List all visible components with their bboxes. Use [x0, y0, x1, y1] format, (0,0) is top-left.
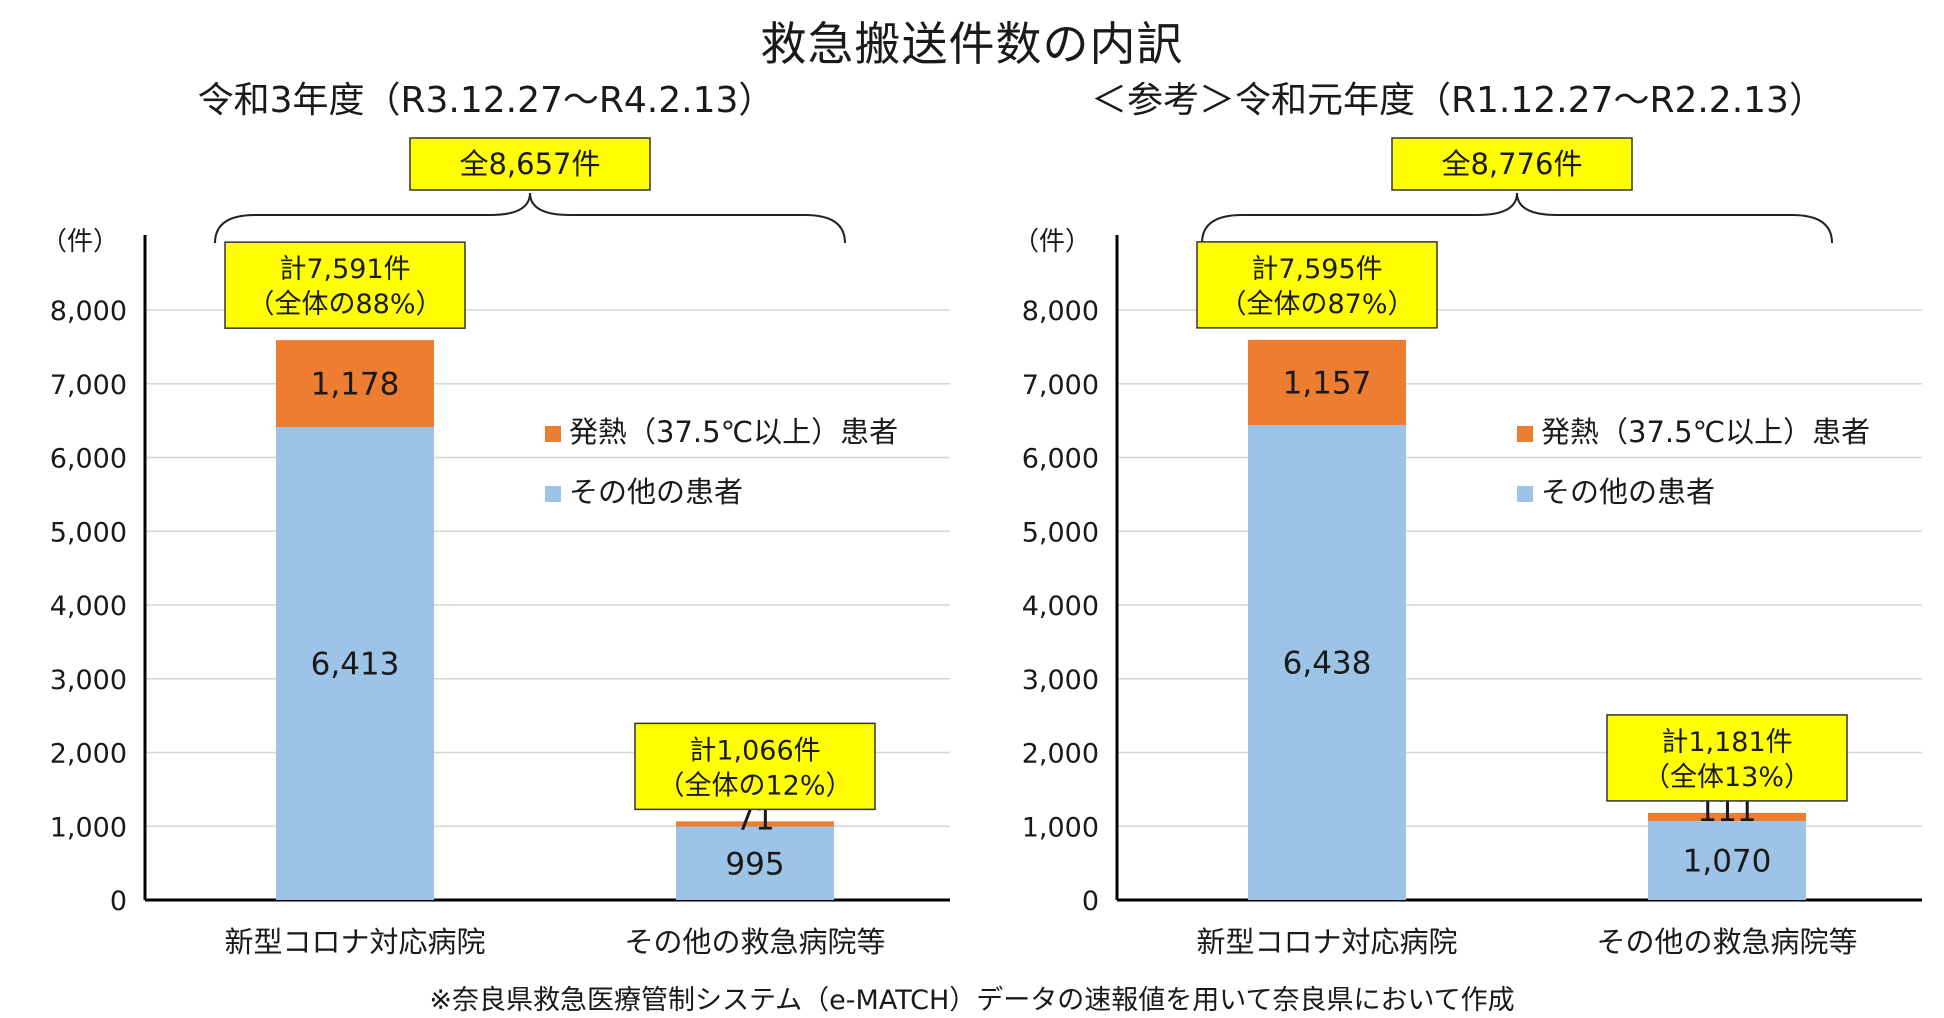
bar-segment-fever: [276, 340, 434, 428]
x-category-label: 新型コロナ対応病院: [1196, 925, 1457, 959]
chart-subtitle: 令和3年度（R3.12.27～R4.2.13）: [198, 80, 775, 121]
callout-line1: 計1,066件: [689, 735, 820, 766]
data-label: 1,178: [311, 367, 400, 403]
total-label: 全8,657件: [459, 147, 600, 181]
y-tick-label: 7,000: [1022, 370, 1099, 401]
chart-r3: 令和3年度（R3.12.27～R4.2.13） 全8,657件 （件） 0 1,000 2…: [41, 80, 950, 959]
total-brace: [214, 192, 846, 244]
footnote: ※奈良県救急医療管制システム（e-MATCH）データの速報値を用いて奈良県におい…: [429, 985, 1515, 1016]
chart-subtitle: ＜参考＞令和元年度（R1.12.27～R2.2.13）: [1091, 80, 1825, 121]
y-tick-label: 7,000: [50, 370, 127, 401]
total-label: 全8,776件: [1441, 147, 1582, 181]
bar-segment-fever: [676, 821, 834, 827]
callout-line1: 計1,181件: [1661, 727, 1792, 758]
y-tick-label: 4,000: [50, 591, 127, 622]
y-tick-label: 2,000: [1022, 739, 1099, 770]
y-tick-label: 6,000: [1022, 444, 1099, 475]
page-title: 救急搬送件数の内訳: [760, 17, 1184, 71]
y-tick-label: 0: [110, 886, 127, 917]
bar-segment-fever: [1648, 812, 1806, 822]
legend-swatch-other: [1517, 486, 1533, 502]
y-tick-label: 1,000: [1022, 812, 1099, 843]
data-label: 6,413: [311, 647, 400, 683]
callout-line2: （全体の12%）: [657, 770, 852, 801]
total-label-box: [409, 137, 651, 191]
callout-line2: （全体の88%）: [247, 289, 442, 320]
data-label: 995: [725, 846, 784, 882]
callout-box: [1606, 714, 1848, 802]
total-label-box: [1391, 137, 1633, 191]
chart-panel-r1: ＜参考＞令和元年度（R1.12.27～R2.2.13） 全8,776件 （件） 0 1,…: [972, 80, 1944, 970]
total-brace: [1201, 192, 1833, 244]
bar-segment-other: [276, 427, 434, 900]
legend-label: その他の患者: [569, 475, 743, 509]
bar-segment-other: [676, 826, 834, 900]
legend-label: 発熱（37.5℃以上）患者: [1541, 415, 1870, 449]
legend-swatch-fever: [545, 426, 561, 442]
x-category-label: その他の救急病院等: [624, 925, 885, 959]
callout-line1: 計7,595件: [1251, 254, 1382, 285]
y-tick-label: 3,000: [1022, 665, 1099, 696]
y-tick-label: 5,000: [50, 517, 127, 548]
y-tick-label: 4,000: [1022, 591, 1099, 622]
callout-line1: 計7,591件: [279, 254, 410, 285]
callout-line2: （全体13%）: [1643, 762, 1811, 793]
y-tick-label: 2,000: [50, 739, 127, 770]
bar-segment-fever: [1248, 339, 1406, 426]
y-tick-label: 5,000: [1022, 517, 1099, 548]
chart-r1: ＜参考＞令和元年度（R1.12.27～R2.2.13） 全8,776件 （件） 0 1,…: [1013, 80, 1922, 959]
data-label: 1,157: [1283, 366, 1372, 402]
bar-segment-other: [1248, 425, 1406, 900]
bar-segment-other: [1648, 821, 1806, 900]
y-tick-label: 8,000: [50, 296, 127, 327]
data-label: 6,438: [1283, 646, 1372, 682]
callout-line2: （全体の87%）: [1219, 289, 1414, 320]
legend-label: 発熱（37.5℃以上）患者: [569, 415, 898, 449]
chart-panel-r3: 令和3年度（R3.12.27～R4.2.13） 全8,657件 （件） 0 1,000 2…: [0, 80, 972, 970]
data-label: 1,070: [1683, 844, 1772, 880]
x-category-label: 新型コロナ対応病院: [224, 925, 485, 959]
x-category-label: その他の救急病院等: [1596, 925, 1857, 959]
y-axis-unit-label: （件）: [41, 227, 119, 257]
y-tick-label: 3,000: [50, 665, 127, 696]
legend-swatch-fever: [1517, 426, 1533, 442]
callout-box: [1196, 241, 1438, 329]
y-tick-label: 6,000: [50, 444, 127, 475]
y-tick-label: 8,000: [1022, 296, 1099, 327]
y-tick-label: 0: [1082, 886, 1099, 917]
callout-box: [224, 241, 466, 329]
callout-box: [634, 722, 876, 811]
y-axis-unit-label: （件）: [1013, 227, 1091, 257]
y-tick-label: 1,000: [50, 812, 127, 843]
legend-swatch-other: [545, 486, 561, 502]
legend-label: その他の患者: [1541, 475, 1715, 509]
